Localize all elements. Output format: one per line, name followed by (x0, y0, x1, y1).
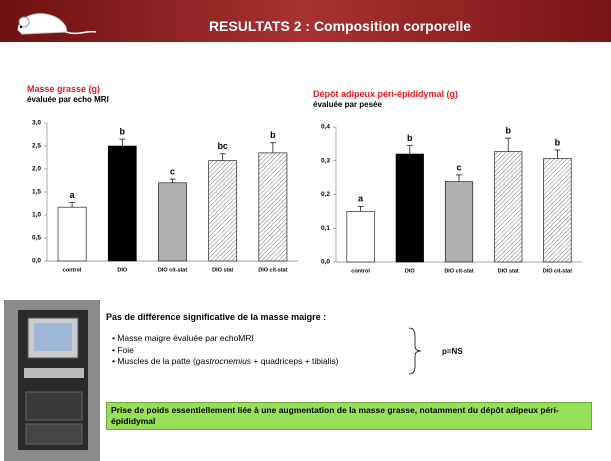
significance-label: c (170, 166, 175, 176)
y-tick-label: 0,1 (321, 225, 330, 232)
y-tick-label: 0,4 (321, 124, 330, 131)
bar (494, 151, 523, 263)
list-item: Foie (112, 345, 338, 357)
x-tick-label: DIO cit-stat (543, 268, 573, 274)
significance-label: a (358, 194, 364, 204)
list-item: Muscles de la patte (gastrocnemius + qua… (112, 356, 338, 368)
chart-title: Dépôt adipeux péri-épididymal (g) (313, 89, 459, 99)
significance-label: b (555, 137, 561, 147)
chart-title: Masse grasse (g) (27, 84, 101, 94)
item-text: Masse maigre évaluée par echoMRI (117, 333, 254, 343)
bar (158, 182, 187, 262)
x-tick-label: control (351, 268, 370, 274)
significance-label: b (120, 126, 126, 136)
significance-label: c (456, 162, 461, 172)
y-tick-label: 0,0 (321, 259, 330, 266)
significance-label: a (70, 190, 76, 200)
item-text: gastrocnemius (195, 356, 252, 366)
conclusion-box: Prise de poids essentiellement liée à un… (106, 402, 592, 430)
brace (408, 327, 422, 375)
bar (444, 181, 474, 263)
bar (543, 158, 572, 263)
slide-title: RESULTATS 2 : Composition corporelle (208, 18, 472, 34)
item-text: Muscles de la patte ( (117, 356, 196, 366)
header-bar (0, 0, 611, 42)
x-tick-label: DIO stat (498, 268, 519, 274)
x-tick-label: DIO (117, 267, 128, 273)
item-text: Foie (117, 344, 134, 355)
list-item: Masse maigre évaluée par echoMRI (112, 333, 338, 345)
x-tick-label: DIO cit-stat (444, 268, 474, 274)
bar (346, 211, 375, 263)
x-tick-label: control (63, 267, 82, 273)
y-tick-label: 1,0 (32, 212, 41, 219)
y-tick-label: 1,5 (32, 189, 41, 196)
p-value: p=NS (442, 347, 463, 356)
bar (57, 206, 87, 262)
significance-label: b (270, 130, 276, 140)
significance-label: b (505, 126, 511, 136)
lean-list: Masse maigre évaluée par echoMRI Foie Mu… (104, 333, 338, 368)
chart-subtitle: évaluée par echo MRI (27, 95, 109, 104)
bar (107, 145, 137, 262)
x-tick-label: DIO stat (212, 267, 233, 273)
lean-title: Pas de différence significative de la ma… (106, 312, 327, 322)
mouse-icon (17, 13, 97, 35)
y-tick-label: 2,5 (32, 143, 41, 150)
x-tick-label: DIO cit-stat (158, 267, 188, 273)
item-text: + quadriceps + tibialis) (251, 356, 339, 366)
y-tick-label: 3,0 (32, 120, 41, 127)
bar (208, 160, 238, 262)
y-tick-label: 0,3 (321, 157, 330, 164)
chart-subtitle: évaluée par pesée (313, 100, 382, 109)
y-tick-label: 0,5 (32, 235, 41, 242)
significance-label: b (407, 133, 413, 143)
y-tick-label: 0,0 (32, 258, 41, 265)
bar (395, 153, 424, 263)
y-tick-label: 2,0 (32, 166, 41, 173)
significance-label: bc (217, 141, 228, 151)
charts: 0,0 0,5 1,0 1,5 2,0 2,5 3,0 a control b DIO c DIO ci… (32, 120, 582, 274)
x-tick-label: DIO cit-stat (258, 267, 288, 273)
y-tick-label: 0,2 (321, 191, 330, 198)
x-tick-label: DIO (405, 268, 416, 274)
bar (258, 152, 288, 262)
equipment-photo (4, 300, 100, 461)
